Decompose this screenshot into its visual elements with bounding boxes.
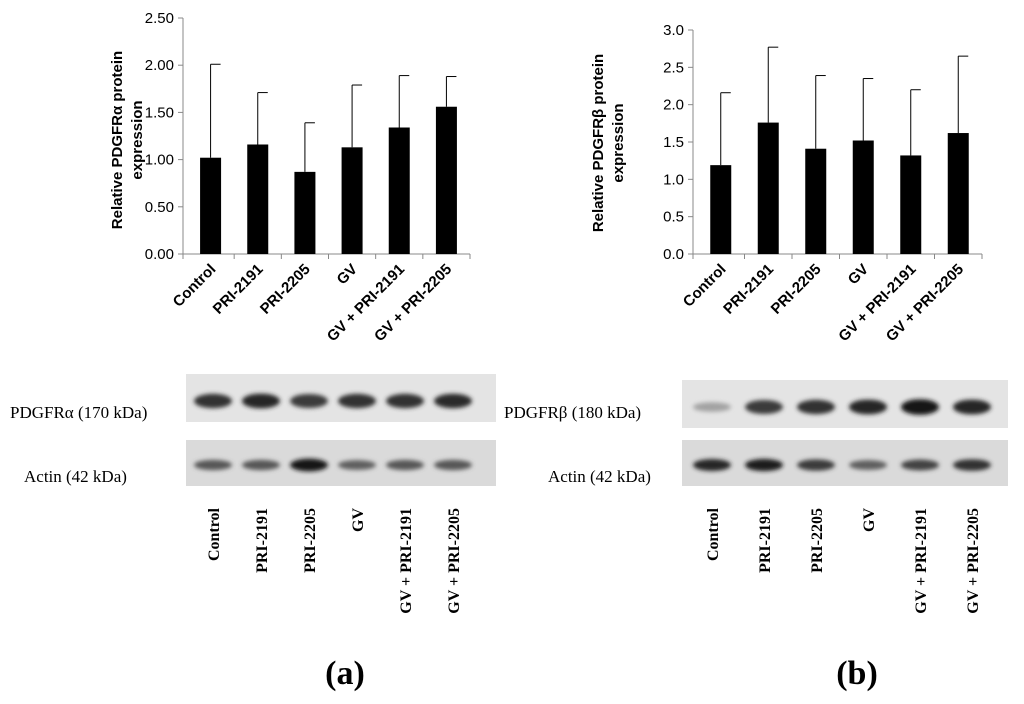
chart-b-category-label: GV	[845, 261, 872, 288]
chart-b-y-axis-label-line-2: expression	[610, 103, 627, 182]
blot-b-target-band	[745, 400, 783, 414]
chart-a-y-axis-label-line-1: Relative PDGFRα protein	[109, 51, 126, 229]
chart-b-y-axis-label-line-1: Relative PDGFRβ protein	[590, 54, 607, 232]
chart-a-y-tick-label: 0.00	[145, 246, 174, 263]
chart-b-bar	[710, 165, 732, 254]
chart-b-y-tick-label: 2.5	[663, 59, 684, 76]
chart-b-y-tick-label: 2.0	[663, 97, 684, 114]
blot-b-actin-band	[745, 458, 783, 472]
blot-b-actin-band	[797, 459, 835, 471]
blot-b-target-band	[693, 402, 731, 412]
chart-a-y-tick-label: 2.00	[145, 57, 174, 74]
blot-a-actin-band	[434, 459, 472, 471]
blot-b-lane-label: GV + PRI-2191	[913, 508, 930, 614]
blot-b-target-band	[953, 399, 991, 415]
panel-label-a: (a)	[325, 655, 365, 692]
western-blot-a: PDGFRα (170 kDa) Actin (42 kDa) Control P…	[10, 374, 496, 614]
chart-b-bar	[805, 148, 827, 254]
blot-a-target-band	[290, 394, 328, 408]
blot-a-target-band	[194, 393, 232, 409]
chart-b: Relative PDGFRβ protein expression 0.0 0.…	[590, 22, 983, 345]
blot-a-actin-label: Actin (42 kDa)	[24, 467, 127, 486]
chart-b-bar	[852, 140, 874, 254]
blot-a-actin-band	[338, 460, 376, 470]
panel-label-b: (b)	[836, 655, 878, 692]
blot-b-lane-label: PRI-2205	[809, 508, 826, 573]
blot-a-target-band	[242, 393, 280, 409]
blot-a-lane-label: GV	[350, 508, 367, 532]
blot-a-actin-band	[290, 458, 328, 472]
blot-a-target-label: PDGFRα (170 kDa)	[10, 403, 147, 422]
blot-a-lane-label: PRI-2205	[302, 508, 319, 573]
blot-b-target-membrane	[682, 380, 1008, 428]
blot-b-actin-membrane	[682, 440, 1008, 486]
blot-b-target-band	[901, 399, 939, 415]
chart-b-bar	[947, 133, 969, 254]
chart-b-y-tick-label: 3.0	[663, 22, 684, 39]
blot-a-lane-label: GV + PRI-2191	[398, 508, 415, 614]
chart-b-y-tick-label: 1.5	[663, 134, 684, 151]
blot-a-target-band	[434, 393, 472, 409]
blot-b-lane-label: Control	[705, 507, 722, 561]
chart-a-y-axis-label: Relative PDGFRα protein expression	[109, 51, 146, 229]
blot-a-lane-label: Control	[206, 507, 223, 561]
chart-b-y-tick-label: 0.5	[663, 209, 684, 226]
chart-a-y-tick-label: 1.50	[145, 104, 174, 121]
blot-b-target-band	[849, 399, 887, 415]
chart-b-bar	[900, 155, 922, 254]
blot-b-actin-label: Actin (42 kDa)	[548, 467, 651, 486]
chart-a: Relative PDGFRα protein expression 0.00 0…	[109, 10, 471, 345]
blot-a-actin-band	[242, 459, 280, 471]
chart-b-bar	[757, 122, 779, 254]
blot-b-lane-label: GV + PRI-2205	[965, 508, 982, 614]
blot-b-target-band	[797, 399, 835, 415]
chart-a-bar	[200, 157, 222, 254]
chart-b-category-label: PRI-2191	[720, 261, 777, 318]
blot-a-target-band	[386, 393, 424, 409]
blot-a-actin-band	[194, 459, 232, 471]
chart-a-bar	[388, 127, 410, 254]
blot-a-lane-label: PRI-2191	[254, 508, 271, 573]
blot-b-actin-band	[849, 460, 887, 470]
chart-b-category-label: PRI-2205	[768, 261, 825, 318]
blot-b-actin-band	[901, 459, 939, 471]
chart-a-bar	[341, 147, 363, 254]
blot-a-actin-band	[386, 459, 424, 471]
chart-b-y-tick-label: 1.0	[663, 171, 684, 188]
blot-b-lane-label: PRI-2191	[757, 508, 774, 573]
chart-a-bar	[247, 144, 269, 254]
chart-a-y-tick-label: 2.50	[145, 10, 174, 27]
chart-b-y-axis-label: Relative PDGFRβ protein expression	[590, 54, 627, 232]
blot-b-lane-label: GV	[861, 508, 878, 532]
chart-a-bar	[294, 171, 316, 254]
chart-a-y-tick-label: 1.00	[145, 152, 174, 169]
chart-a-y-axis-label-line-2: expression	[129, 100, 146, 179]
chart-a-category-label: PRI-2205	[257, 261, 314, 318]
blot-b-actin-band	[693, 459, 731, 471]
chart-a-category-label: GV	[334, 261, 361, 288]
chart-a-y-tick-label: 0.50	[145, 199, 174, 216]
blot-b-actin-band	[953, 459, 991, 471]
chart-a-category-label: PRI-2191	[210, 261, 267, 318]
blot-b-target-label: PDGFRβ (180 kDa)	[504, 403, 641, 422]
blot-a-lane-label: GV + PRI-2205	[446, 508, 463, 614]
western-blot-b: PDGFRβ (180 kDa) Actin (42 kDa) Control P…	[504, 380, 1008, 614]
chart-a-bar	[435, 106, 457, 255]
chart-b-y-tick-label: 0.0	[663, 246, 684, 263]
blot-a-target-band	[338, 393, 376, 409]
